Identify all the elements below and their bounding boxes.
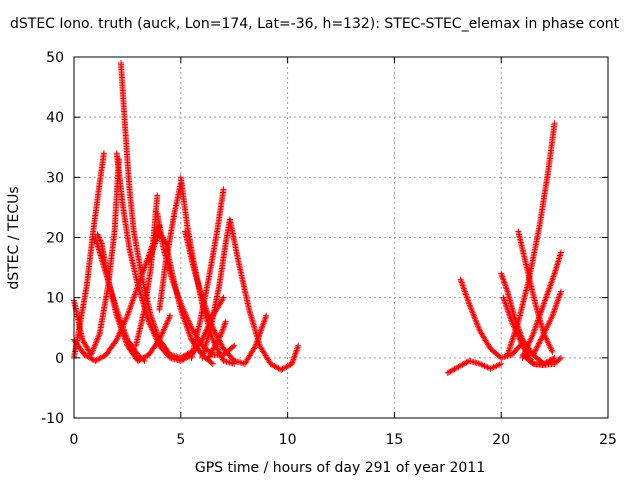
data-point — [539, 333, 546, 340]
data-point — [167, 312, 174, 319]
y-tick-label: 0 — [55, 351, 64, 367]
data-point — [530, 350, 537, 357]
data-point — [208, 349, 215, 356]
data-point — [206, 352, 213, 359]
data-point — [540, 332, 547, 339]
data-series — [226, 216, 302, 373]
data-point — [215, 348, 222, 355]
data-point — [537, 337, 544, 344]
x-tick-label: 10 — [279, 432, 297, 448]
data-point — [216, 350, 223, 357]
data-point — [219, 355, 226, 362]
data-point — [214, 337, 221, 344]
data-point — [219, 343, 226, 350]
grid-lines — [74, 57, 608, 418]
x-tick-label: 25 — [599, 432, 617, 448]
data-point — [211, 344, 218, 351]
data-point — [534, 343, 541, 350]
data-point — [295, 342, 302, 349]
data-point — [251, 344, 258, 351]
data-point — [216, 334, 223, 341]
x-tick-label: 0 — [70, 432, 79, 448]
data-point — [533, 346, 540, 353]
data-series — [71, 150, 107, 361]
data-point — [558, 288, 565, 295]
data-points — [71, 60, 565, 376]
data-point — [206, 353, 213, 360]
data-point — [211, 342, 218, 349]
y-tick-label: 50 — [46, 50, 64, 66]
data-point — [215, 336, 222, 343]
data-point — [529, 359, 536, 366]
data-series — [519, 249, 565, 361]
data-point — [217, 352, 224, 359]
data-point — [533, 344, 540, 351]
data-point — [538, 336, 545, 343]
data-series — [132, 192, 161, 349]
data-point — [154, 192, 161, 199]
y-tick-label: 20 — [46, 231, 64, 247]
data-point — [100, 150, 107, 157]
data-series — [156, 180, 184, 313]
data-point — [558, 354, 565, 361]
data-point — [205, 354, 212, 361]
data-series — [457, 276, 526, 361]
data-point — [549, 348, 556, 355]
data-point — [216, 333, 223, 340]
chart-title: dSTEC Iono. truth (auck, Lon=174, Lat=-3… — [10, 16, 620, 32]
data-point — [231, 342, 238, 349]
data-point — [498, 360, 505, 367]
data-point — [216, 349, 223, 356]
data-point — [535, 341, 542, 348]
data-point — [209, 346, 216, 353]
data-series — [188, 186, 227, 361]
y-axis-label: dSTEC / TECUs — [6, 186, 22, 289]
data-point — [207, 350, 214, 357]
data-point — [530, 351, 537, 358]
data-point — [536, 339, 543, 346]
data-series — [530, 288, 565, 358]
y-tick-label: -10 — [41, 411, 64, 427]
y-tick-label: 40 — [46, 110, 64, 126]
data-point — [558, 249, 565, 256]
y-tick-label: 30 — [46, 170, 64, 186]
data-point — [222, 318, 229, 325]
data-point — [209, 348, 216, 355]
data-point — [212, 341, 219, 348]
x-tick-label: 5 — [176, 432, 185, 448]
data-point — [218, 341, 225, 348]
data-point — [220, 186, 227, 193]
y-tick-label: 10 — [46, 291, 64, 307]
data-series — [182, 228, 270, 367]
data-series — [519, 351, 565, 369]
data-point — [230, 343, 237, 350]
data-point — [556, 356, 563, 363]
axis-ticks: 0 5 10 15 20 25 -10 0 10 20 30 40 50 — [41, 50, 617, 448]
data-point — [212, 330, 219, 337]
data-point — [217, 332, 224, 339]
data-point — [209, 336, 216, 343]
x-tick-label: 20 — [492, 432, 510, 448]
data-series — [205, 318, 229, 361]
data-point — [551, 120, 558, 127]
data-point — [263, 312, 270, 319]
x-tick-label: 15 — [385, 432, 403, 448]
data-point — [531, 349, 538, 356]
data-point — [538, 334, 545, 341]
data-series — [504, 120, 558, 358]
data-point — [214, 338, 221, 345]
data-point — [211, 328, 218, 335]
data-point — [208, 359, 215, 366]
data-point — [220, 294, 227, 301]
data-series — [444, 357, 505, 376]
data-point — [209, 360, 216, 367]
data-point — [213, 340, 220, 347]
data-point — [218, 353, 225, 360]
data-point — [210, 345, 217, 352]
data-point — [535, 340, 542, 347]
x-axis-label: GPS time / hours of day 291 of year 2011 — [195, 460, 485, 476]
data-point — [532, 347, 539, 354]
data-point — [219, 296, 226, 303]
